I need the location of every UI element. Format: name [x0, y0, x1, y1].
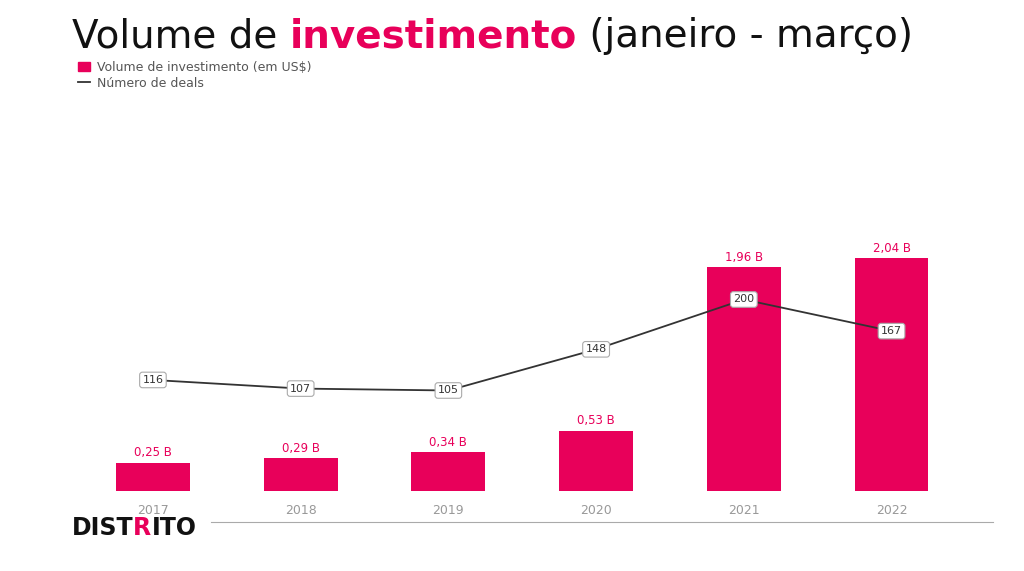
Text: 0,53 B: 0,53 B	[578, 414, 615, 427]
Text: 148: 148	[586, 344, 607, 354]
Text: DIST: DIST	[72, 516, 133, 540]
Text: 200: 200	[733, 295, 755, 304]
Bar	[264, 458, 338, 491]
Text: 116: 116	[142, 375, 164, 385]
Text: R: R	[133, 516, 152, 540]
Text: (janeiro - março): (janeiro - março)	[577, 17, 912, 55]
Bar	[412, 452, 485, 491]
Bar	[855, 258, 929, 491]
Bar	[559, 431, 633, 491]
Text: 0,25 B: 0,25 B	[134, 446, 172, 459]
Text: Volume de: Volume de	[72, 17, 290, 55]
Text: 105: 105	[438, 385, 459, 396]
Bar	[116, 463, 189, 491]
Text: 2,04 B: 2,04 B	[872, 242, 910, 255]
Text: 107: 107	[290, 384, 311, 393]
Bar	[707, 267, 780, 491]
Text: 167: 167	[881, 326, 902, 336]
Legend: Volume de investimento (em US$), Número de deals: Volume de investimento (em US$), Número …	[78, 61, 311, 90]
Text: investimento: investimento	[290, 17, 577, 55]
Text: 1,96 B: 1,96 B	[725, 251, 763, 264]
Text: 0,29 B: 0,29 B	[282, 441, 319, 455]
Text: ITO: ITO	[152, 516, 197, 540]
Text: 0,34 B: 0,34 B	[429, 436, 467, 449]
